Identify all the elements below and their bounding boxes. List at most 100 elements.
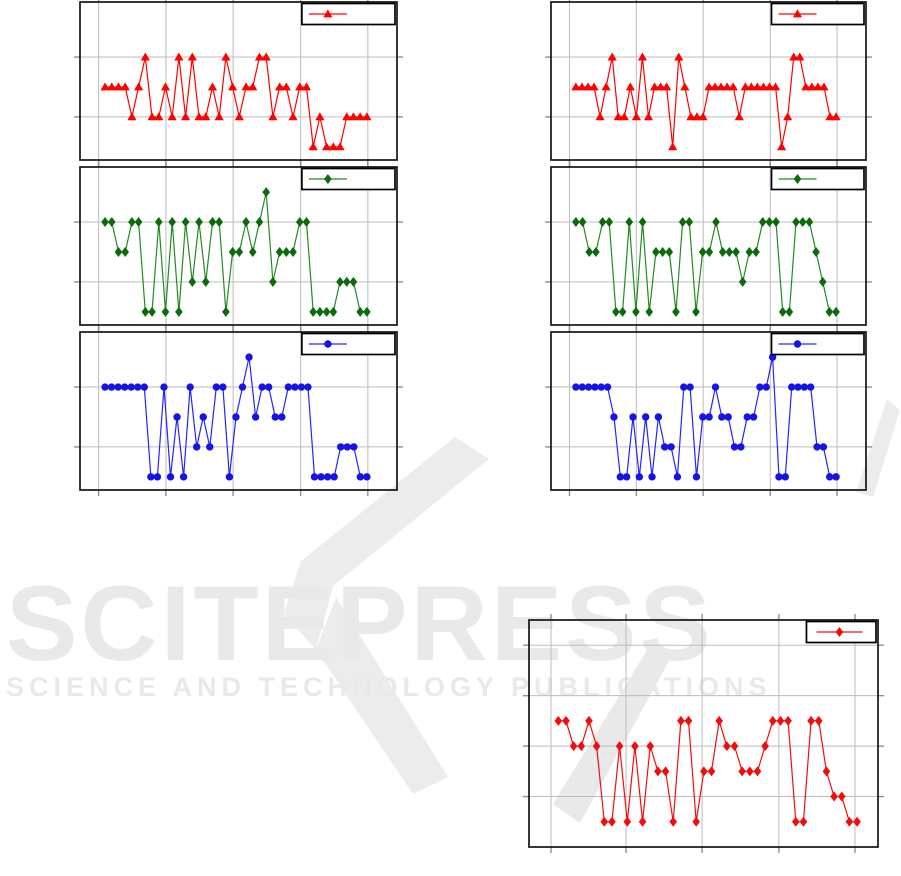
triangle-marker [288,112,298,121]
diamond-marker [785,306,794,317]
diamond-marker [255,217,264,228]
diamond-marker [248,246,257,257]
diamond-marker [772,217,780,228]
circle-marker [686,383,694,391]
series-markers [101,353,371,481]
diamond-marker [738,766,746,777]
triangle-marker [746,82,756,91]
diamond-marker [631,741,639,752]
diamond-marker [356,306,364,317]
circle-marker [667,443,675,451]
diamond-marker [784,715,792,726]
circle-marker [160,383,168,391]
diamond-marker [818,276,827,287]
circle-marker [705,413,713,421]
diamond-marker [761,741,769,752]
diamond-marker [585,715,593,726]
triangle-marker [160,82,171,91]
circle-marker [238,383,247,391]
triangle-marker [734,112,744,121]
diamond-marker [732,246,740,257]
triangle-marker [127,112,137,121]
triangle-marker [134,82,144,91]
triangle-marker [686,112,696,121]
series-line [575,56,837,147]
diamond-marker [799,816,808,827]
triangle-marker [716,82,726,91]
diamond-marker [618,306,627,317]
circle-marker [819,443,828,451]
diamond-marker [730,741,739,752]
circle-marker [692,473,701,481]
diamond-marker [645,306,654,317]
bottom-center-red-diamond-series-plot [523,614,884,853]
diamond-marker [114,246,123,257]
circle-marker [153,473,162,481]
circle-marker [775,473,783,481]
triangle-marker [315,112,325,121]
circle-marker [699,413,707,421]
circle-marker [711,383,720,391]
diamond-marker [107,217,116,228]
diamond-marker [572,217,580,228]
diamond-marker [825,306,834,317]
circle-marker [826,473,834,481]
circle-marker [337,443,345,451]
diamond-marker [654,766,662,777]
triangle-marker [752,82,763,91]
triangle-marker [120,82,130,91]
circle-marker [258,383,266,391]
circle-marker [127,383,135,391]
triangle-marker [795,52,805,61]
diamond-marker [814,715,823,726]
diamond-marker [349,276,358,287]
triangle-marker [268,112,278,121]
diamond-marker [652,246,660,257]
diamond-marker [612,306,620,317]
triangle-marker [704,82,714,91]
circle-marker [330,473,338,481]
circle-marker [173,413,181,421]
diamond-marker [363,306,371,317]
plot-frame [550,166,867,326]
triangle-marker [107,82,117,91]
circle-marker [212,383,221,391]
circle-marker [661,443,669,451]
triangle-marker [783,112,793,121]
watermark-logo-text: SCITEPRESS [6,563,714,683]
triangle-marker [275,82,285,91]
circle-marker [199,413,207,421]
circle-marker [597,383,605,391]
circle-marker [724,413,732,421]
triangle-marker [221,52,231,61]
diamond-marker [685,217,694,228]
plot-frame [550,1,867,161]
legend-box [301,332,396,356]
diamond-marker [228,246,237,257]
diamond-marker [577,741,586,752]
triangle-marker [100,82,110,91]
diamond-marker [141,306,150,317]
diamond-marker [677,715,685,726]
diamond-marker [215,217,223,228]
triangle-marker [662,82,672,91]
diamond-marker [723,741,731,752]
chart-panel-mid-right-green [542,158,875,334]
triangle-marker [770,82,781,91]
diamond-marker [752,246,760,257]
diamond-marker [134,217,143,228]
diamond-marker [201,276,210,287]
legend-box [770,332,865,356]
diamond-marker [822,766,831,777]
triangle-marker [649,82,660,91]
diamond-marker [208,217,217,228]
legend-triangle-marker [323,9,333,18]
triangle-marker [740,82,750,91]
diamond-marker [712,217,720,228]
triangle-marker [335,142,345,151]
diamond-marker [738,276,747,287]
triangle-marker [680,82,690,91]
top-right-red-triangle-series-plot [545,0,872,166]
triangle-marker [577,82,587,91]
